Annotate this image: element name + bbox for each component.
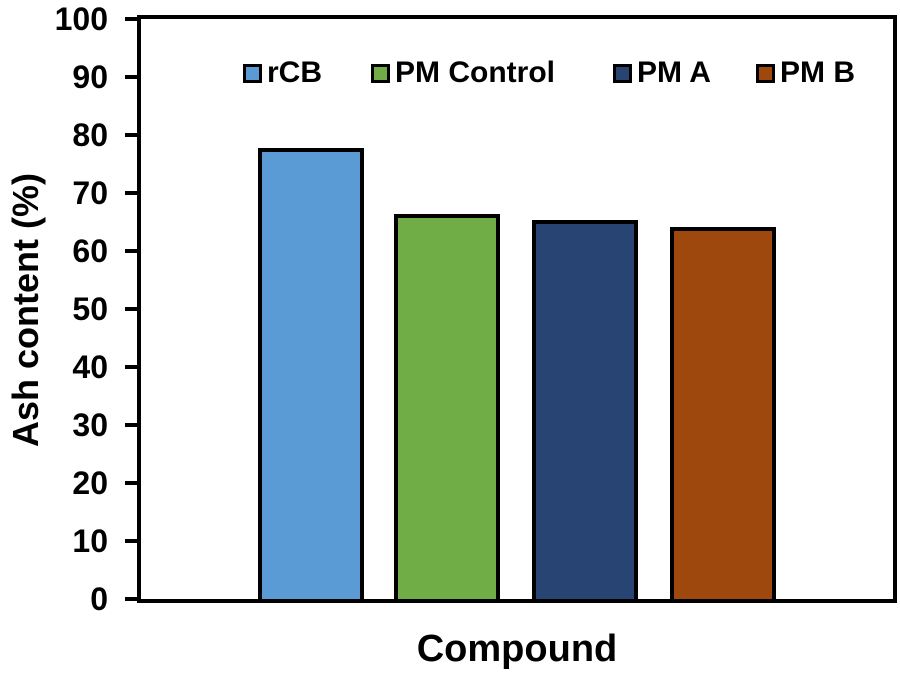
bar-pm-a [531,219,638,603]
y-axis-tick [125,75,138,79]
legend-item-pm-b: PM B [756,58,855,88]
legend-label: PM A [637,56,711,89]
y-axis-tick-label: 40 [72,349,108,385]
legend-item-pm-control: PM Control [371,58,555,88]
legend-label: PM Control [395,56,555,89]
y-axis-title: Ash content (%) [5,173,46,447]
legend-item-rcb: rCB [243,58,322,88]
y-axis-tick-label: 0 [90,581,108,617]
y-axis-tick-label: 100 [54,1,108,37]
bar-rcb [257,147,364,603]
y-axis-tick [125,249,138,253]
y-axis-tick [125,539,138,543]
legend-label: rCB [267,56,323,89]
legend-swatch-icon [613,63,632,83]
plot-area [137,15,897,603]
y-axis-tick-label: 80 [72,117,108,153]
legend-label: PM B [780,56,855,89]
y-axis-tick-label: 70 [72,175,108,211]
y-axis-tick [125,597,138,601]
y-axis-tick [125,133,138,137]
y-axis-tick-label: 90 [72,59,108,95]
x-axis-title: Compound [416,628,618,670]
legend-swatch-icon [243,63,262,83]
y-axis-tick-label: 50 [72,291,108,327]
y-axis-tick [125,307,138,311]
legend-swatch-icon [756,63,775,83]
y-axis-tick [125,17,138,21]
y-axis-tick-label: 60 [72,233,108,269]
y-axis-tick [125,191,138,195]
bar-pm-control [393,213,500,603]
y-axis-tick-label: 10 [72,523,108,559]
y-axis-tick-label: 20 [72,465,108,501]
bar-pm-b [669,227,776,603]
y-axis-tick-label: 30 [72,407,108,443]
y-axis-tick [125,481,138,485]
y-axis-tick [125,365,138,369]
y-axis-tick [125,423,138,427]
legend-swatch-icon [371,63,390,83]
legend-item-pm-a: PM A [613,58,711,88]
